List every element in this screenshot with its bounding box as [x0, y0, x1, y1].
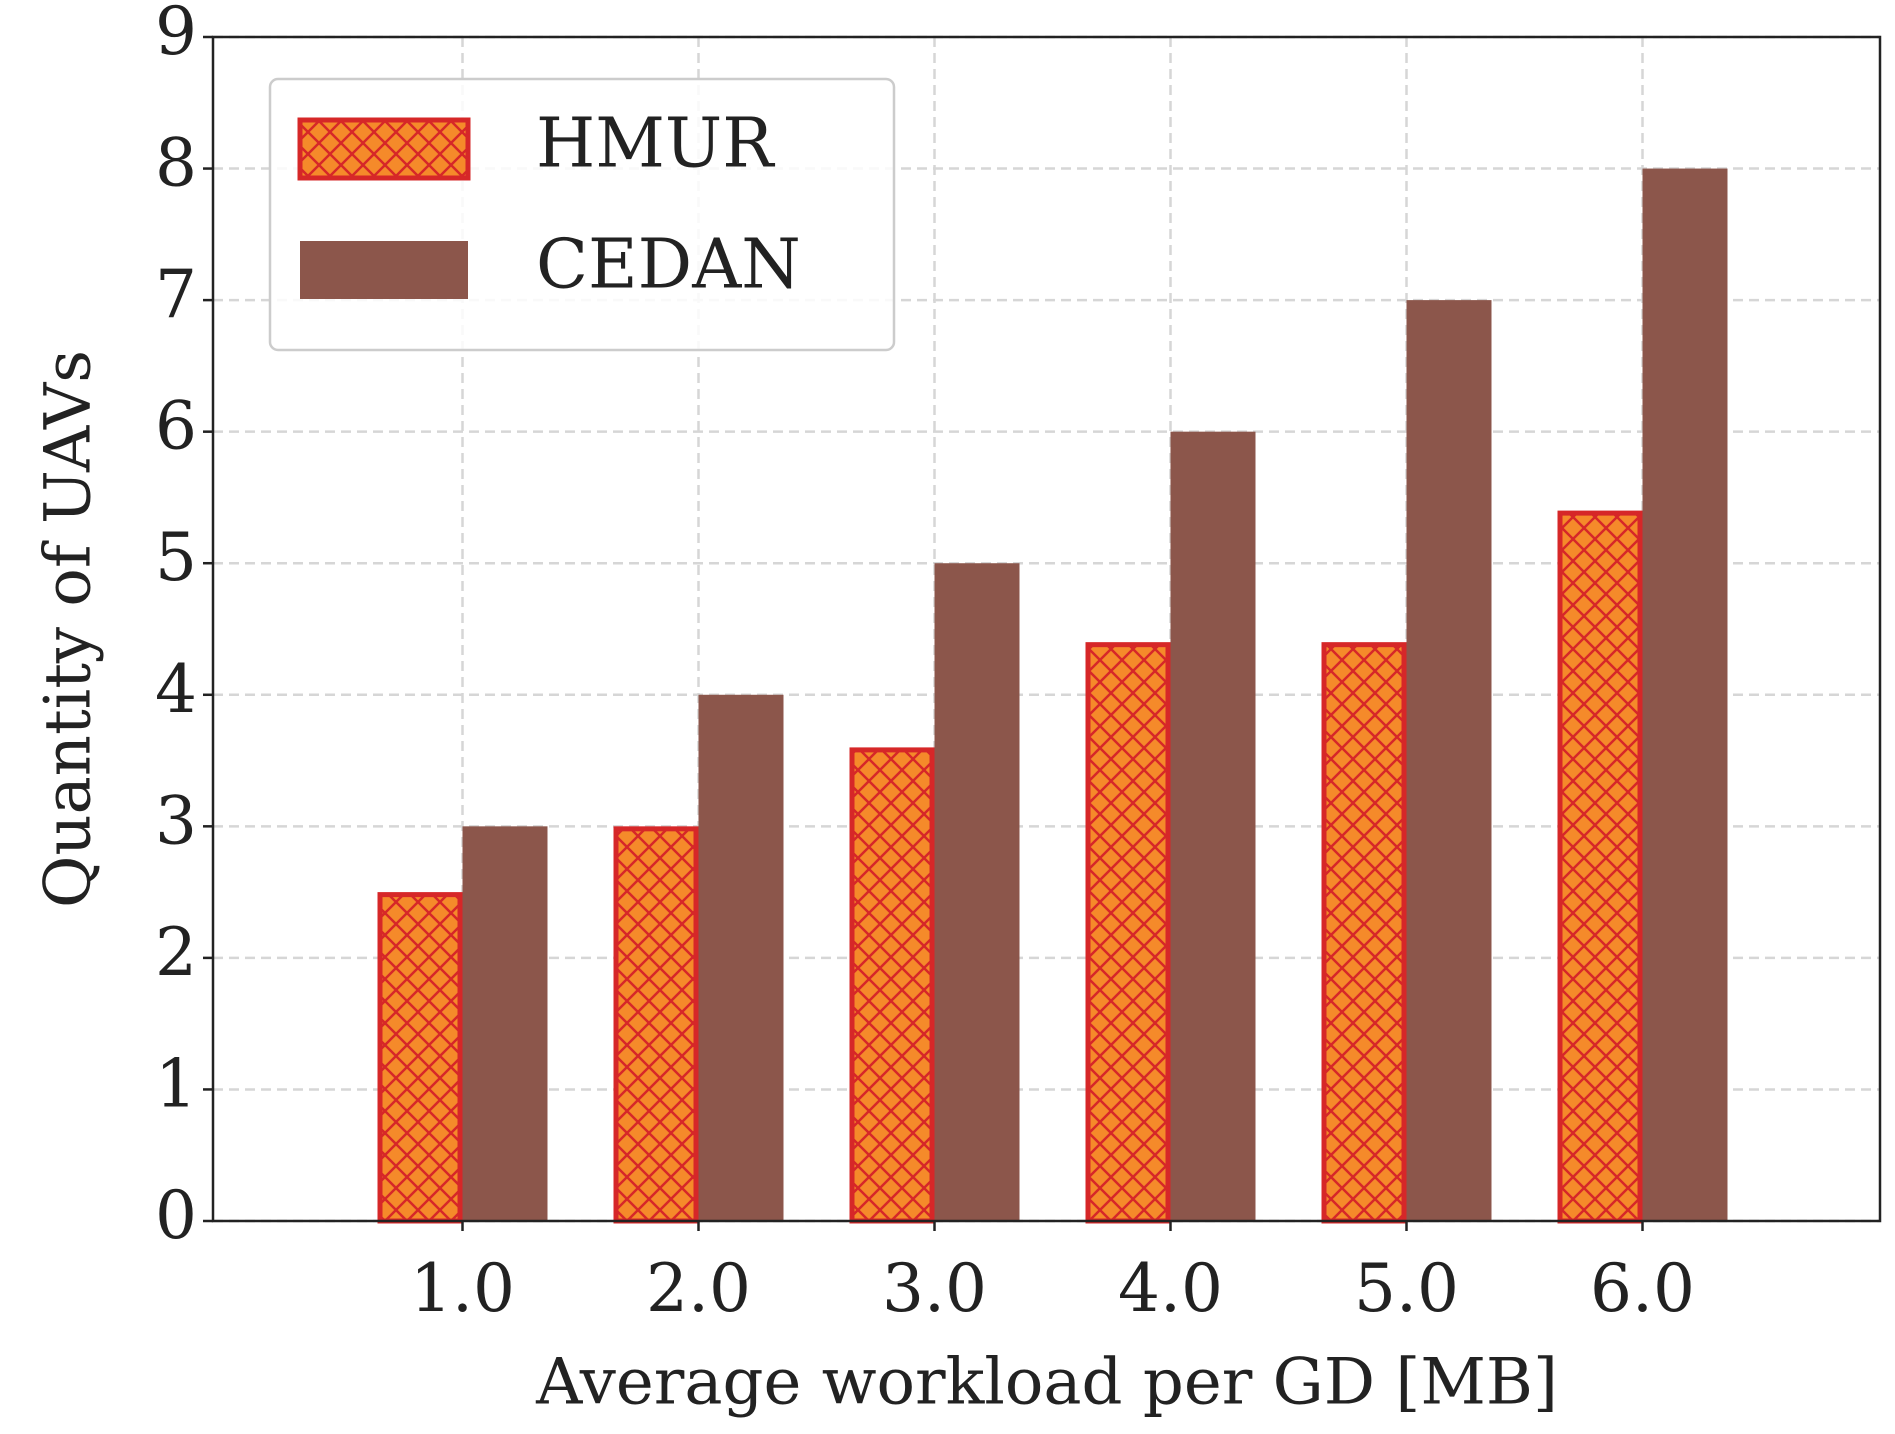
- bar: [613, 826, 699, 1224]
- bar: [377, 892, 463, 1224]
- bar: [1085, 642, 1171, 1224]
- legend-label: CEDAN: [536, 226, 801, 305]
- y-tick-label: 0: [155, 1177, 197, 1254]
- y-tick-label: 4: [155, 651, 197, 728]
- x-tick-label: 6.0: [1590, 1250, 1695, 1327]
- bar: [1406, 300, 1492, 1222]
- bar: [1321, 642, 1407, 1224]
- y-tick-label: 3: [155, 782, 197, 859]
- bar: [698, 694, 784, 1221]
- bar: [934, 563, 1020, 1221]
- bar: [1642, 168, 1728, 1222]
- bar: [1170, 431, 1256, 1222]
- legend-label: HMUR: [536, 105, 775, 184]
- y-tick-label: 6: [155, 388, 197, 465]
- y-tick-label: 1: [155, 1045, 197, 1122]
- x-tick-label: 4.0: [1118, 1250, 1223, 1327]
- x-tick-label: 5.0: [1354, 1250, 1459, 1327]
- y-tick-label: 5: [155, 519, 197, 596]
- x-tick-label: 1.0: [410, 1250, 515, 1327]
- bar: [1557, 510, 1643, 1224]
- y-tick-label: 9: [155, 0, 197, 70]
- y-tick-label: 2: [155, 914, 197, 991]
- x-tick-label: 3.0: [882, 1250, 987, 1327]
- y-axis-label: Quantity of UAVs: [32, 350, 106, 908]
- legend-swatch: [300, 241, 468, 299]
- bar: [849, 747, 935, 1224]
- plot-frame: [211, 35, 1882, 1223]
- y-tick-label: 7: [155, 256, 197, 333]
- x-axis-label: Average workload per GD [MB]: [535, 1346, 1558, 1420]
- legend: HMUR CEDAN: [268, 77, 896, 352]
- bar: [462, 826, 548, 1221]
- x-tick-label: 2.0: [646, 1250, 751, 1327]
- legend-swatch: [297, 117, 471, 181]
- y-tick-label: 8: [155, 125, 197, 202]
